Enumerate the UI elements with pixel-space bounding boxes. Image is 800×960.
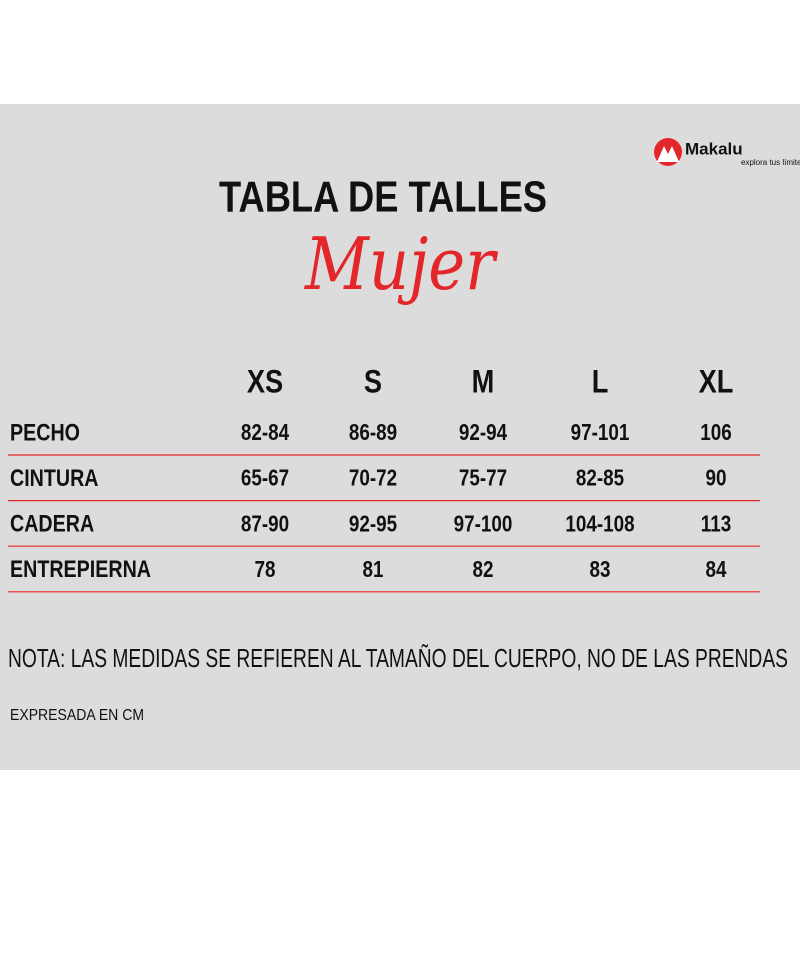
cell: 92-95 (349, 512, 397, 537)
column-header: S (364, 364, 382, 400)
row-label: ENTREPIERNA (10, 555, 151, 582)
row-label: PECHO (10, 418, 80, 445)
column-header: L (592, 364, 609, 400)
cell: 106 (700, 420, 731, 445)
row-label: CINTURA (10, 464, 99, 491)
table: XS S M L XL PECHO 82-84 86-89 92-94 97-101 106 CINT… (8, 364, 760, 593)
cell: 97-101 (571, 420, 630, 445)
cell: 78 (255, 557, 276, 582)
column-header: M (472, 364, 495, 400)
cell: 82-85 (576, 466, 624, 491)
logo-name: Makalu (685, 139, 743, 158)
cell: 104-108 (565, 512, 634, 537)
unit-note: EXPRESADA EN CM (10, 707, 144, 724)
cell: 82 (473, 557, 494, 582)
cell: 65-67 (241, 466, 289, 491)
panel (0, 104, 800, 770)
cell: 90 (706, 466, 727, 491)
title: TABLA DE TALLES (219, 173, 547, 222)
logo: Makalu explora tus límites (654, 138, 800, 167)
subtitle: Mujer (303, 222, 498, 306)
column-header: XL (699, 364, 734, 400)
note: NOTA: LAS MEDIDAS SE REFIEREN AL TAMAÑO … (8, 643, 788, 673)
cell: 83 (590, 557, 611, 582)
cell: 92-94 (459, 420, 507, 445)
cell: 75-77 (459, 466, 507, 491)
cell: 81 (363, 557, 384, 582)
row-label: CADERA (10, 510, 94, 537)
cell: 86-89 (349, 420, 397, 445)
logo-tagline: explora tus límites (741, 158, 800, 167)
cell: 70-72 (349, 466, 397, 491)
logo-mountain (657, 146, 679, 162)
cell: 97-100 (454, 512, 513, 537)
cell: 82-84 (241, 420, 289, 445)
cell: 87-90 (241, 512, 289, 537)
cell: 84 (706, 557, 727, 582)
cell: 113 (701, 512, 731, 537)
column-header: XS (247, 364, 283, 400)
